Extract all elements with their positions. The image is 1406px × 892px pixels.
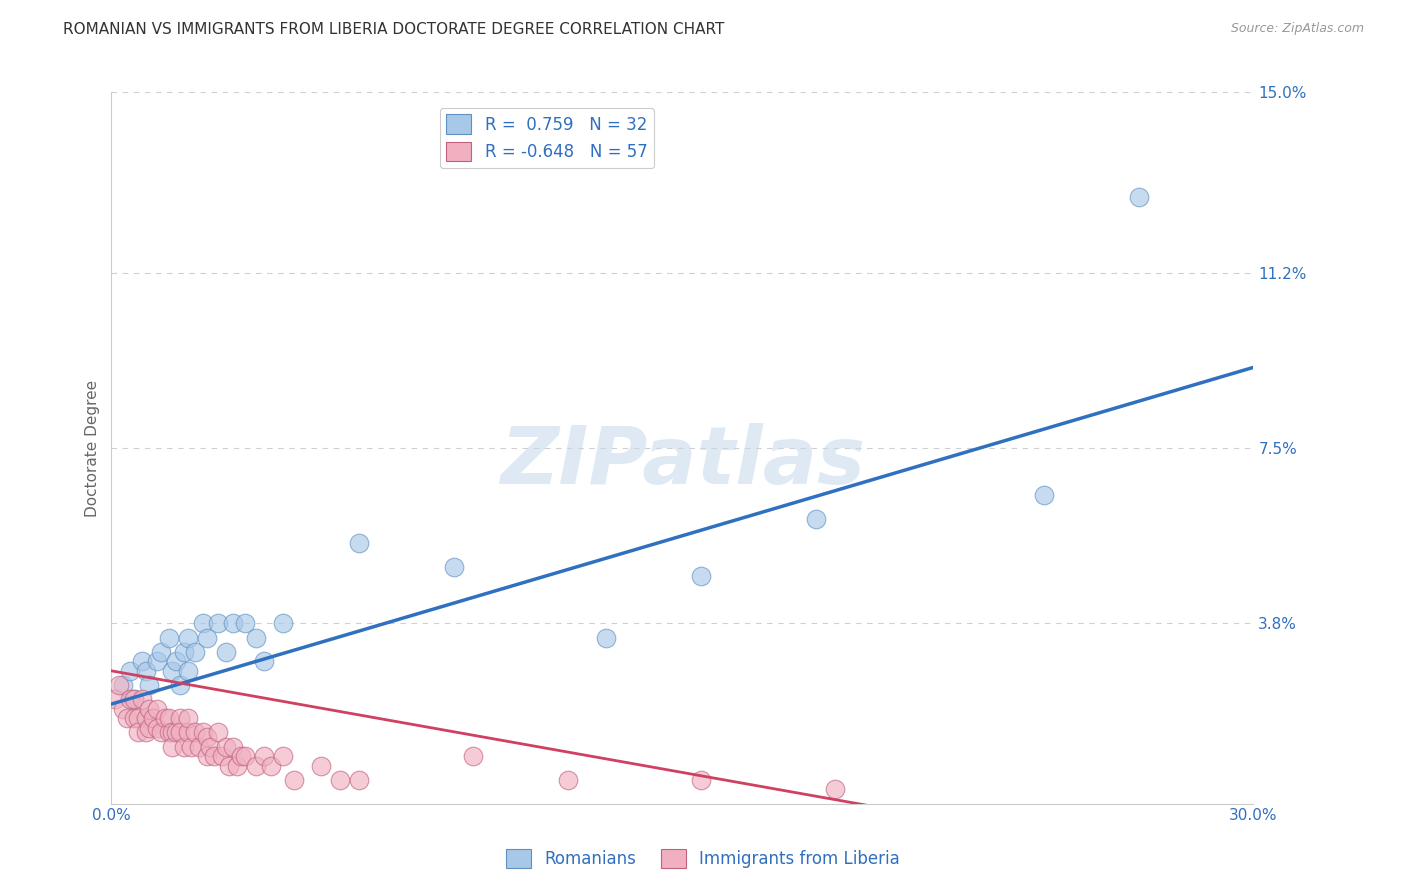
Point [329, 772, 352, 787]
Point [162, 739, 184, 754]
Point [176, 664, 198, 678]
Point [347, 536, 370, 550]
Point [690, 569, 713, 583]
Point [165, 654, 187, 668]
Text: Source: ZipAtlas.com: Source: ZipAtlas.com [1230, 22, 1364, 36]
Point [138, 721, 160, 735]
Point [180, 739, 202, 754]
Point [173, 645, 195, 659]
Point [135, 664, 157, 678]
Point [176, 711, 198, 725]
Point [260, 758, 283, 772]
Point [461, 749, 484, 764]
Point [176, 631, 198, 645]
Point [222, 739, 245, 754]
Point [1128, 189, 1150, 203]
Point [142, 711, 165, 725]
Point [111, 678, 134, 692]
Point [184, 645, 207, 659]
Point [146, 721, 169, 735]
Point [157, 711, 180, 725]
Point [347, 772, 370, 787]
Point [104, 692, 127, 706]
Text: ZIPatlas: ZIPatlas [501, 423, 865, 501]
Point [162, 725, 184, 739]
Point [207, 725, 229, 739]
Point [271, 616, 294, 631]
Point [233, 749, 256, 764]
Y-axis label: Doctorate Degree: Doctorate Degree [86, 379, 100, 516]
Point [169, 711, 191, 725]
Point [146, 702, 169, 716]
Point [207, 616, 229, 631]
Point [138, 702, 160, 716]
Point [120, 692, 142, 706]
Point [173, 739, 195, 754]
Point [122, 692, 145, 706]
Point [149, 645, 172, 659]
Point [122, 711, 145, 725]
Point [804, 512, 827, 526]
Point [283, 772, 305, 787]
Point [195, 749, 218, 764]
Text: ROMANIAN VS IMMIGRANTS FROM LIBERIA DOCTORATE DEGREE CORRELATION CHART: ROMANIAN VS IMMIGRANTS FROM LIBERIA DOCT… [63, 22, 724, 37]
Point [595, 631, 617, 645]
Point [157, 631, 180, 645]
Point [188, 739, 211, 754]
Point [120, 664, 142, 678]
Point [176, 725, 198, 739]
Point [309, 758, 332, 772]
Point [557, 772, 579, 787]
Legend: R =  0.759   N = 32, R = -0.648   N = 57: R = 0.759 N = 32, R = -0.648 N = 57 [440, 108, 654, 168]
Point [824, 782, 846, 797]
Point [157, 725, 180, 739]
Point [135, 711, 157, 725]
Point [149, 725, 172, 739]
Point [214, 645, 236, 659]
Point [111, 702, 134, 716]
Point [108, 678, 131, 692]
Point [138, 678, 160, 692]
Point [253, 654, 276, 668]
Point [211, 749, 233, 764]
Point [127, 711, 149, 725]
Point [191, 616, 214, 631]
Point [135, 725, 157, 739]
Point [195, 730, 218, 744]
Point [169, 678, 191, 692]
Point [153, 711, 176, 725]
Legend: Romanians, Immigrants from Liberia: Romanians, Immigrants from Liberia [499, 842, 907, 875]
Point [146, 654, 169, 668]
Point [191, 725, 214, 739]
Point [200, 739, 222, 754]
Point [122, 692, 145, 706]
Point [253, 749, 276, 764]
Point [214, 739, 236, 754]
Point [131, 692, 153, 706]
Point [690, 772, 713, 787]
Point [233, 616, 256, 631]
Point [271, 749, 294, 764]
Point [162, 664, 184, 678]
Point [115, 711, 138, 725]
Point [245, 631, 267, 645]
Point [202, 749, 225, 764]
Point [222, 616, 245, 631]
Point [165, 725, 187, 739]
Point [127, 725, 149, 739]
Point [131, 654, 153, 668]
Point [245, 758, 267, 772]
Point [195, 631, 218, 645]
Point [184, 725, 207, 739]
Point [169, 725, 191, 739]
Point [229, 749, 252, 764]
Point [443, 559, 465, 574]
Point [226, 758, 249, 772]
Point [218, 758, 240, 772]
Point [1033, 488, 1056, 502]
